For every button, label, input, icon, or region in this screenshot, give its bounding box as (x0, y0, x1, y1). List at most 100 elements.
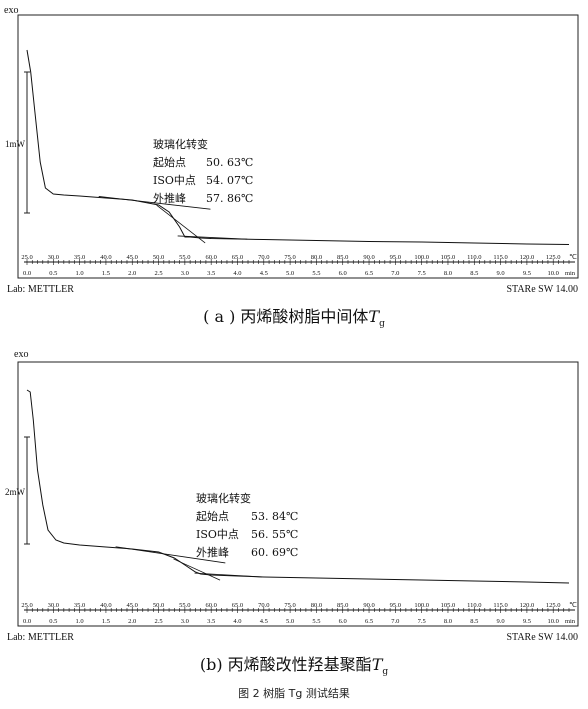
temp-tick-label: 115.0 (493, 254, 507, 261)
caption-a-symbol: T (368, 307, 380, 326)
baseline-tangent (115, 546, 226, 564)
temp-tick-label: 85.0 (337, 254, 348, 261)
temp-tick-label: 35.0 (74, 602, 85, 609)
peak-value-b: 60. 69℃ (251, 546, 298, 559)
time-unit-label: min (565, 618, 576, 625)
time-tick-label: 0.5 (49, 618, 57, 625)
temp-tick-label: 55.0 (179, 254, 190, 261)
temp-tick-label: 50.0 (153, 602, 164, 609)
temp-tick-label: 75.0 (284, 602, 295, 609)
time-tick-label: 5.0 (286, 618, 294, 625)
temp-tick-label: 100.0 (414, 602, 429, 609)
temp-unit-label: ℃ (569, 601, 577, 609)
temp-tick-label: 125.0 (546, 602, 561, 609)
temp-tick-label: 40.0 (100, 602, 111, 609)
temp-tick-label: 110.0 (467, 602, 481, 609)
panel-b: exo 2mW 玻璃化转变 起始点 53. 84℃ ISO中点 56. 55℃ … (5, 349, 579, 677)
lab-label-a: Lab: METTLER (7, 284, 74, 295)
time-tick-label: 6.5 (365, 618, 373, 625)
time-tick-label: 5.5 (312, 618, 320, 625)
onset-label-b: 起始点 (196, 509, 229, 523)
baseline-tangent (98, 196, 211, 210)
lab-label-b: Lab: METTLER (7, 632, 74, 643)
time-tick-label: 4.0 (233, 270, 241, 277)
temp-tick-label: 90.0 (363, 254, 374, 261)
onset-label-a: 起始点 (153, 155, 186, 169)
time-tick-label: 8.0 (444, 618, 452, 625)
temp-tick-label: 70.0 (258, 602, 269, 609)
peak-label-a: 外推峰 (153, 191, 186, 205)
time-tick-label: 2.5 (154, 618, 162, 625)
time-tick-label: 6.5 (365, 270, 373, 277)
time-tick-label: 1.5 (102, 270, 110, 277)
time-tick-label: 2.0 (128, 270, 136, 277)
annotation-title-a: 玻璃化转变 (153, 137, 208, 151)
temp-tick-label: 50.0 (153, 254, 164, 261)
annotation-b: 玻璃化转变 起始点 53. 84℃ ISO中点 56. 55℃ 外推峰 60. … (196, 491, 298, 559)
temp-tick-label: 35.0 (74, 254, 85, 261)
temp-tick-label: 65.0 (232, 254, 243, 261)
temp-tick-label: 115.0 (493, 602, 507, 609)
time-tick-label: 8.5 (470, 270, 478, 277)
time-tick-label: 2.5 (154, 270, 162, 277)
time-tick-label: 9.0 (497, 618, 505, 625)
time-tick-label: 9.5 (523, 270, 531, 277)
temp-tick-label: 120.0 (520, 254, 535, 261)
temp-tick-label: 30.0 (48, 254, 59, 261)
temp-tick-label: 85.0 (337, 602, 348, 609)
midpoint-value-b: 56. 55℃ (251, 528, 298, 541)
tangents-b (115, 546, 263, 581)
time-tick-label: 10.0 (548, 270, 559, 277)
time-tick-label: 7.0 (391, 618, 399, 625)
temp-tick-label: 110.0 (467, 254, 481, 261)
time-tick-label: 0.0 (23, 618, 31, 625)
onset-value-b: 53. 84℃ (251, 510, 298, 523)
software-label-b: STARe SW 14.00 (506, 632, 578, 643)
time-tick-label: 3.0 (181, 270, 189, 277)
time-tick-label: 1.5 (102, 618, 110, 625)
time-tick-label: 1.0 (76, 270, 84, 277)
temp-tick-label: 75.0 (284, 254, 295, 261)
caption-b-sub: g (382, 667, 388, 677)
annotation-title-b: 玻璃化转变 (196, 491, 251, 505)
caption-b-text: (b) 丙烯酸改性羟基聚酯 (200, 655, 372, 674)
x-axis-b: 25.0 30.0 35.0 40.0 45.0 50.0 55.0 60.0 65.0 70.0… (21, 601, 577, 625)
dsc-curve-b (26, 389, 570, 584)
peak-value-a: 57. 86℃ (206, 192, 253, 205)
temp-tick-label: 55.0 (179, 602, 190, 609)
caption-b: (b) 丙烯酸改性羟基聚酯Tg (200, 655, 389, 677)
onset-value-a: 50. 63℃ (206, 156, 253, 169)
time-tick-label: 6.0 (339, 270, 347, 277)
time-tick-label: 0.5 (49, 270, 57, 277)
time-tick-label: 8.5 (470, 618, 478, 625)
exo-label-a: exo (4, 5, 18, 16)
temp-tick-label: 90.0 (363, 602, 374, 609)
time-tick-label: 7.5 (418, 618, 426, 625)
temp-tick-label: 65.0 (232, 602, 243, 609)
temp-tick-label: 25.0 (21, 254, 32, 261)
temp-tick-label: 80.0 (311, 254, 322, 261)
final-tangent (177, 235, 248, 240)
temp-tick-label: 105.0 (441, 602, 456, 609)
temp-tick-label: 70.0 (258, 254, 269, 261)
time-tick-label: 4.5 (260, 270, 268, 277)
midpoint-label-a: ISO中点 (153, 174, 196, 187)
plot-frame-b (17, 361, 579, 627)
temp-tick-label: 105.0 (441, 254, 456, 261)
time-tick-label: 5.5 (312, 270, 320, 277)
temp-tick-label: 120.0 (520, 602, 535, 609)
tangents-a (98, 196, 248, 244)
time-tick-label: 3.5 (207, 618, 215, 625)
time-unit-label: min (565, 270, 576, 277)
time-tick-label: 6.0 (339, 618, 347, 625)
time-tick-label: 7.0 (391, 270, 399, 277)
panel-a: exo 1mW 玻璃化转变 起始点 50. 63℃ ISO中点 54. 07℃ … (4, 5, 579, 329)
temp-tick-label: 80.0 (311, 602, 322, 609)
annotation-a: 玻璃化转变 起始点 50. 63℃ ISO中点 54. 07℃ 外推峰 57. … (153, 137, 253, 205)
time-tick-label: 0.0 (23, 270, 31, 277)
time-tick-label: 4.5 (260, 618, 268, 625)
time-tick-label: 8.0 (444, 270, 452, 277)
caption-a: ( a ) 丙烯酸树脂中间体Tg (203, 307, 385, 329)
peak-label-b: 外推峰 (196, 545, 229, 559)
